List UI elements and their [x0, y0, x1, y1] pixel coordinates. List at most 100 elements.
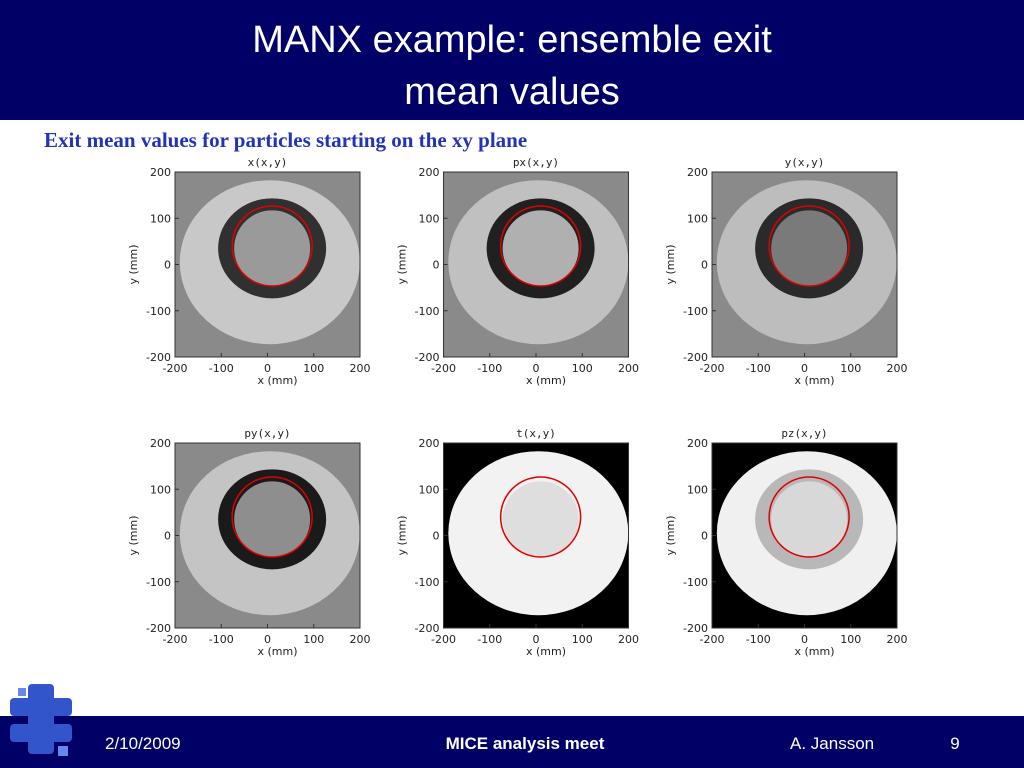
x-tick-label: 200 [350, 633, 371, 646]
x-tick-label: 200 [887, 362, 908, 375]
y-axis-label: y (mm) [127, 244, 140, 284]
footer-author: A. Jansson [790, 734, 874, 753]
x-tick-label: -100 [746, 633, 771, 646]
plots: x(x,y) -200 -100 0 100 200 -200 -100 0 100 200 x (m… [127, 156, 908, 658]
y-tick-label: 100 [687, 483, 708, 496]
title-line: mean values [404, 71, 619, 113]
y-tick-label: -100 [415, 305, 440, 318]
title-line: MANX example: ensemble exit [252, 19, 772, 61]
x-tick-label: -100 [477, 362, 502, 375]
y-tick-label: 200 [687, 437, 708, 450]
contour-core [502, 210, 579, 287]
x-axis-label: x (mm) [794, 374, 834, 387]
x-axis-label: x (mm) [526, 374, 566, 387]
contour-core [771, 481, 848, 558]
y-tick-label: 0 [164, 530, 171, 543]
y-tick-label: -100 [146, 305, 171, 318]
x-tick-label: 0 [264, 362, 271, 375]
x-tick-label: -200 [431, 362, 456, 375]
y-tick-label: -200 [683, 351, 708, 364]
y-tick-label: 200 [687, 166, 708, 179]
y-tick-label: 100 [419, 483, 440, 496]
x-tick-label: 200 [350, 362, 371, 375]
y-tick-label: -200 [683, 622, 708, 635]
x-tick-label: -200 [700, 633, 725, 646]
x-tick-label: -200 [163, 633, 188, 646]
y-tick-label: 200 [419, 437, 440, 450]
y-tick-label: -200 [415, 622, 440, 635]
footer-band [0, 716, 1024, 768]
x-axis-label: x (mm) [526, 645, 566, 658]
y-tick-label: 0 [164, 259, 171, 272]
y-tick-label: 100 [419, 212, 440, 225]
contour-plot: t(x,y) -200 -100 0 100 200 -200 -100 0 100 200 x (m… [396, 427, 640, 658]
y-tick-label: -100 [415, 576, 440, 589]
reference-circle [231, 476, 313, 558]
y-tick-label: -200 [146, 351, 171, 364]
x-tick-label: 0 [801, 633, 808, 646]
y-tick-label: 200 [150, 437, 171, 450]
y-tick-label: 0 [433, 259, 440, 272]
plot-title: px(x,y) [513, 156, 559, 169]
x-tick-label: 100 [303, 633, 324, 646]
x-tick-label: -200 [431, 633, 456, 646]
x-tick-label: 100 [303, 362, 324, 375]
y-tick-label: -200 [146, 622, 171, 635]
y-tick-label: 200 [419, 166, 440, 179]
y-tick-label: 0 [433, 530, 440, 543]
footer-meeting: MICE analysis meet [446, 734, 605, 753]
y-tick-label: -100 [683, 305, 708, 318]
x-axis-label: x (mm) [257, 374, 297, 387]
logo [10, 684, 72, 756]
contour-plot: pz(x,y) -200 -100 0 100 200 -200 -100 0 100 200 x (… [664, 427, 908, 658]
contour-core [234, 210, 311, 287]
x-tick-label: 200 [618, 362, 639, 375]
y-tick-label: 0 [701, 259, 708, 272]
y-tick-label: -100 [683, 576, 708, 589]
x-axis-label: x (mm) [794, 645, 834, 658]
y-axis-label: y (mm) [396, 515, 409, 555]
y-axis-label: y (mm) [664, 515, 677, 555]
footer-date: 2/10/2009 [105, 734, 181, 753]
y-tick-label: -200 [415, 351, 440, 364]
contour-plot: y(x,y) -200 -100 0 100 200 -200 -100 0 100 200 x (m… [664, 156, 908, 387]
x-tick-label: 100 [572, 633, 593, 646]
x-tick-label: 0 [264, 633, 271, 646]
x-tick-label: -100 [209, 633, 234, 646]
y-axis-label: y (mm) [396, 244, 409, 284]
x-tick-label: 200 [887, 633, 908, 646]
contour-core [234, 481, 311, 558]
x-tick-label: -200 [700, 362, 725, 375]
plot-title: t(x,y) [516, 427, 556, 440]
contour-plot: x(x,y) -200 -100 0 100 200 -200 -100 0 100 200 x (m… [127, 156, 371, 387]
x-tick-label: 200 [618, 633, 639, 646]
reference-circle [231, 205, 313, 287]
reference-circle [499, 476, 582, 558]
plot-title: x(x,y) [248, 156, 288, 169]
x-axis-label: x (mm) [257, 645, 297, 658]
subtitle: Exit mean values for particles starting … [44, 128, 527, 152]
y-tick-label: 100 [150, 483, 171, 496]
contour-plot: py(x,y) -200 -100 0 100 200 -200 -100 0 100 200 x (… [127, 427, 371, 658]
x-tick-label: 0 [533, 362, 540, 375]
x-tick-label: -100 [477, 633, 502, 646]
plot-title: pz(x,y) [781, 427, 827, 440]
reference-circle [499, 205, 582, 287]
x-tick-label: -200 [163, 362, 188, 375]
x-tick-label: -100 [746, 362, 771, 375]
footer-page: 9 [950, 734, 959, 753]
x-tick-label: 100 [572, 362, 593, 375]
y-tick-label: -100 [146, 576, 171, 589]
contour-plot: px(x,y) -200 -100 0 100 200 -200 -100 0 100 200 x (… [396, 156, 640, 387]
y-tick-label: 0 [701, 530, 708, 543]
y-tick-label: 200 [150, 166, 171, 179]
x-tick-label: 100 [840, 362, 861, 375]
contour-core [502, 481, 579, 558]
x-tick-label: -100 [209, 362, 234, 375]
plot-title: py(x,y) [244, 427, 290, 440]
y-axis-label: y (mm) [127, 515, 140, 555]
reference-circle [768, 205, 850, 287]
y-tick-label: 100 [150, 212, 171, 225]
